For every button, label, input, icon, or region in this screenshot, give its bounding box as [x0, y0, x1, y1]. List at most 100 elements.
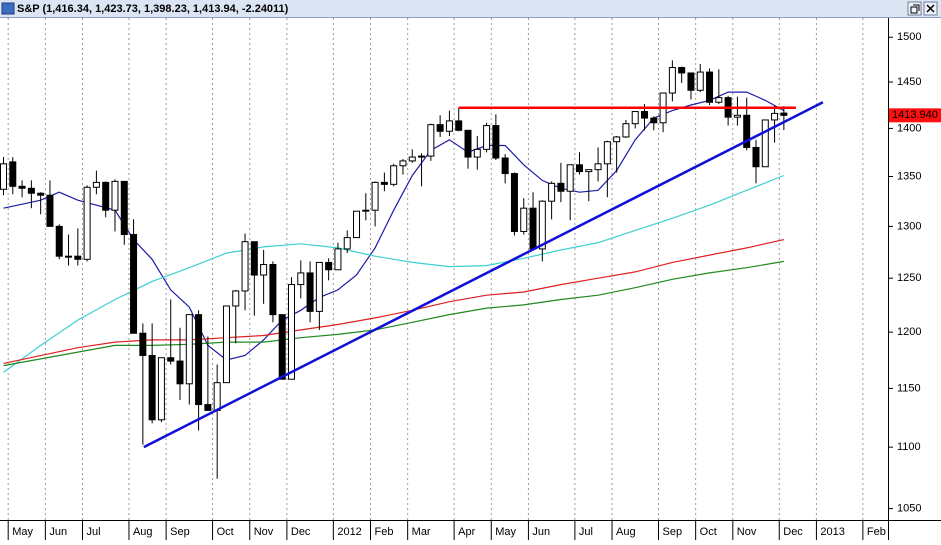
- x-tick-label: Oct: [700, 526, 717, 538]
- x-tick-label: May: [495, 526, 516, 538]
- candle-body: [696, 71, 704, 91]
- candle-body: [743, 114, 751, 148]
- last-price-label: 1413.940: [892, 109, 938, 121]
- restore-icon: [910, 4, 920, 14]
- candle-body: [780, 112, 788, 116]
- candle-body: [510, 173, 518, 232]
- candle-body: [641, 111, 649, 119]
- candle-body: [130, 234, 138, 334]
- candle-body: [241, 241, 249, 292]
- candle-body: [501, 157, 509, 175]
- y-tick-label: 1150: [897, 382, 921, 394]
- candle-body: [538, 200, 546, 250]
- last-price-box: [889, 108, 941, 123]
- x-tick-label: Jul: [87, 526, 101, 538]
- x-tick-label: Aug: [616, 526, 636, 538]
- candle-body: [557, 182, 565, 192]
- candle-body: [18, 185, 26, 189]
- candle-body: [260, 264, 268, 276]
- candle-body: [74, 255, 82, 260]
- x-tick-label: Feb: [867, 526, 886, 538]
- x-tick-label: Dec: [783, 526, 803, 538]
- x-tick-label: Oct: [217, 526, 234, 538]
- x-tick-label: May: [12, 526, 33, 538]
- candle-body: [566, 164, 574, 192]
- candle-body: [408, 156, 416, 162]
- candle-body: [334, 248, 342, 271]
- candle-body: [297, 272, 305, 286]
- candle-body: [176, 360, 184, 385]
- candle-body: [678, 67, 686, 74]
- candle-body: [232, 290, 240, 307]
- candle-body: [520, 207, 528, 232]
- chart-title: S&P (1,416.34, 1,423.73, 1,398.23, 1,413…: [17, 3, 289, 15]
- candle-body: [548, 182, 556, 202]
- moving-average-line: [3, 260, 785, 367]
- marks: [0, 60, 824, 479]
- candle-body: [706, 71, 714, 103]
- x-tick-label: Nov: [254, 526, 274, 538]
- candle-body: [362, 209, 370, 212]
- candle-body: [631, 111, 639, 125]
- candle-body: [371, 181, 379, 211]
- candle-body: [594, 163, 602, 171]
- y-tick-label: 1250: [897, 272, 921, 284]
- candle-body: [157, 357, 165, 421]
- candle-body: [427, 124, 435, 157]
- candle-body: [771, 112, 779, 121]
- candle-body: [315, 261, 323, 312]
- y-tick-label: 1200: [897, 326, 921, 338]
- candle-body: [213, 382, 221, 411]
- candle-body: [167, 357, 175, 362]
- candle-body: [353, 210, 361, 239]
- candle-body: [65, 255, 73, 258]
- candle-body: [195, 314, 203, 406]
- candle-body: [687, 72, 695, 91]
- candle-body: [622, 123, 630, 138]
- y-tick-label: 1300: [897, 220, 921, 232]
- candle-body: [139, 332, 147, 356]
- y-tick-label: 1400: [897, 122, 921, 134]
- candle-body: [445, 120, 453, 132]
- grid: [7, 18, 864, 520]
- candle-body: [529, 207, 537, 250]
- candle-body: [9, 161, 17, 187]
- candle-body: [278, 314, 286, 380]
- x-tick-label: Feb: [375, 526, 394, 538]
- candle-body: [343, 237, 351, 250]
- x-tick-label: Nov: [737, 526, 757, 538]
- candle-body: [650, 117, 658, 124]
- candle-body: [148, 354, 156, 421]
- x-tick-label: Jun: [49, 526, 67, 538]
- candle-body: [733, 114, 741, 118]
- candle-body: [102, 181, 110, 211]
- x-tick-label: Sep: [170, 526, 190, 538]
- axes: May Jun Jul Aug Sep Oct Nov Dec 2012 Feb Mar Apr May…: [7, 31, 941, 540]
- candle-body: [83, 186, 91, 260]
- candle-body: [325, 261, 333, 271]
- x-tick-label: Apr: [458, 526, 475, 538]
- trendline: [143, 101, 824, 449]
- candle-body: [27, 187, 35, 194]
- close-icon: [926, 4, 935, 13]
- x-tick-label: Sep: [662, 526, 682, 538]
- candle-body: [668, 67, 676, 94]
- x-tick-label: Jul: [579, 526, 593, 538]
- candle-body: [37, 192, 45, 196]
- candle-body: [287, 284, 295, 380]
- candle-body: [603, 141, 611, 165]
- y-tick-label: 1500: [897, 31, 921, 43]
- x-tick-label: Jun: [532, 526, 550, 538]
- candle-body: [0, 163, 7, 190]
- x-tick-label: Dec: [291, 526, 311, 538]
- title-bar: [0, 0, 941, 18]
- candle-body: [455, 120, 463, 131]
- candle-body: [390, 165, 398, 185]
- candle-body: [473, 148, 481, 158]
- x-tick-label: 2012: [337, 526, 361, 538]
- candle-body: [761, 119, 769, 168]
- candle-body: [185, 314, 193, 385]
- candle-body: [715, 97, 723, 103]
